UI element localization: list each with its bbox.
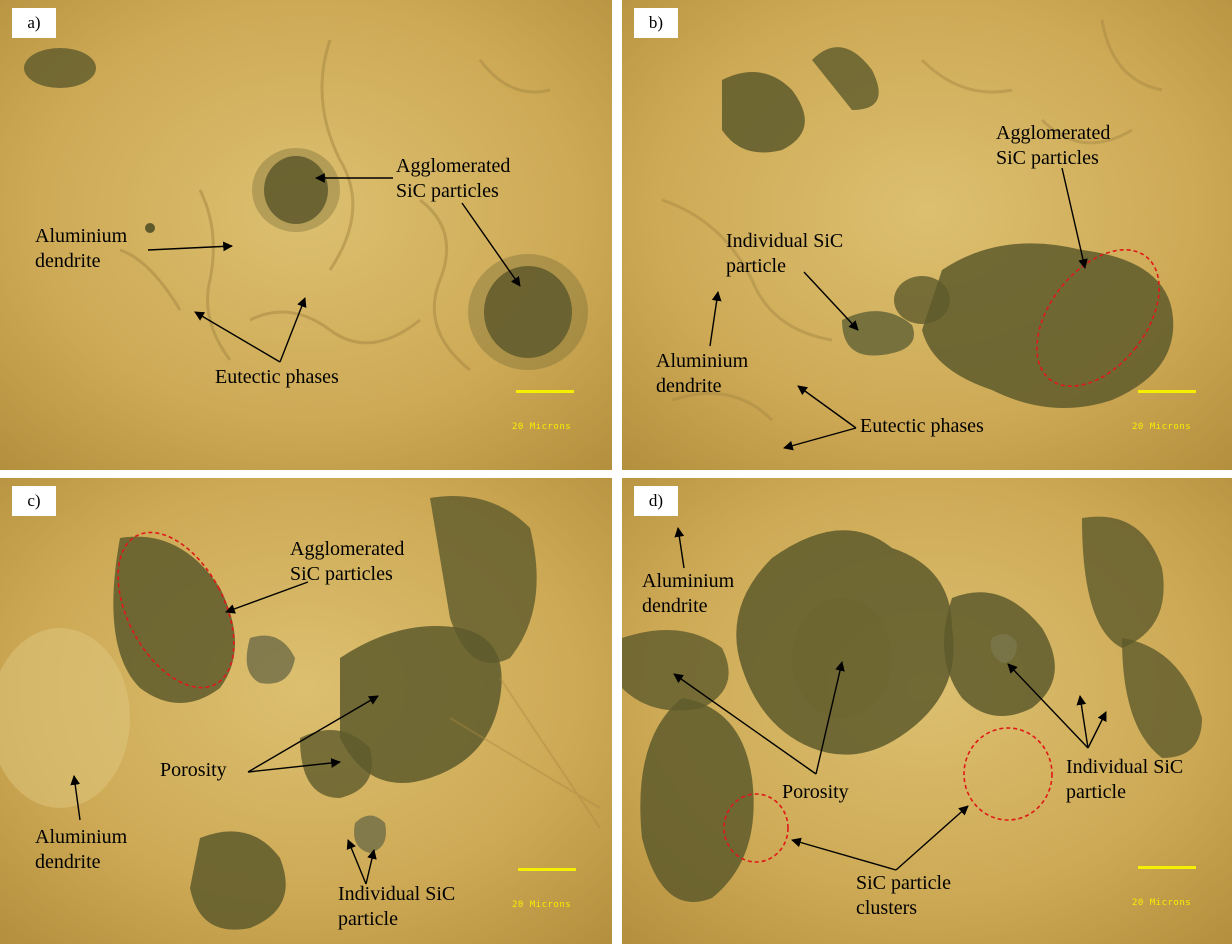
micrograph-image-d — [622, 478, 1232, 944]
highlight-ellipse — [117, 531, 235, 689]
annotation-aluminium-line1: Aluminium — [642, 570, 735, 592]
panel-label: b) — [634, 8, 678, 38]
annotation-individual-line2: particle — [726, 255, 786, 277]
annotation-aluminium-line2: dendrite — [656, 375, 722, 397]
annotation-clusters-line1: SiC particle — [856, 872, 951, 894]
highlight-ellipse — [963, 727, 1053, 821]
annotation-aluminium-line2: dendrite — [35, 851, 101, 873]
panel-label: c) — [12, 486, 56, 516]
annotation-individual-line1: Individual SiC — [726, 230, 844, 252]
scale-label: 20 Microns — [1132, 898, 1192, 908]
micrograph-image-a — [0, 0, 612, 470]
annotation-individual-line2: particle — [338, 908, 398, 930]
annotation-individual-line1: Individual SiC — [1066, 756, 1184, 778]
annotation-agglomerated-line2: SiC particles — [996, 147, 1099, 169]
scale-label: 20 Microns — [512, 900, 572, 910]
annotation-agglomerated-line1: Agglomerated — [396, 155, 511, 177]
annotation-individual-line2: particle — [1066, 781, 1126, 803]
annotation-arrows — [70, 531, 379, 885]
scale-bar — [1138, 390, 1196, 393]
panel-label: d) — [634, 486, 678, 516]
annotation-porosity: Porosity — [782, 781, 849, 803]
micrograph-panel-b: b) Agglomerated SiC particles Individual… — [622, 0, 1232, 470]
annotation-aluminium-line2: dendrite — [642, 595, 708, 617]
annotation-agglomerated-line1: Agglomerated — [996, 122, 1111, 144]
annotation-agglomerated-line2: SiC particles — [396, 180, 499, 202]
micrograph-panel-d: d) Aluminium dendrite Porosity Individua… — [622, 478, 1232, 944]
scale-bar — [1138, 866, 1196, 869]
annotation-arrows — [673, 527, 1107, 871]
annotation-aluminium-line2: dendrite — [35, 250, 101, 272]
highlight-ellipse — [1036, 249, 1160, 387]
annotation-clusters-line2: clusters — [856, 897, 918, 919]
annotation-agglomerated-line2: SiC particles — [290, 563, 393, 585]
scale-label: 20 Microns — [1132, 422, 1192, 432]
micrograph-image-b — [622, 0, 1232, 470]
annotation-aluminium-line1: Aluminium — [35, 225, 128, 247]
annotation-arrows — [147, 173, 521, 363]
annotation-aluminium-line1: Aluminium — [656, 350, 749, 372]
micrograph-panel-c: c) Agglomerated SiC particles Porosity A… — [0, 478, 612, 944]
annotation-eutectic: Eutectic phases — [860, 415, 984, 437]
annotation-individual-line1: Individual SiC — [338, 883, 456, 905]
annotation-agglomerated-line1: Agglomerated — [290, 538, 405, 560]
highlight-ellipse — [723, 793, 789, 863]
scale-bar — [518, 868, 576, 871]
annotation-porosity: Porosity — [160, 759, 227, 781]
annotation-eutectic: Eutectic phases — [215, 366, 339, 388]
scale-bar — [516, 390, 574, 393]
annotation-aluminium-line1: Aluminium — [35, 826, 128, 848]
annotation-arrows — [709, 167, 1160, 451]
scale-label: 20 Microns — [512, 422, 572, 432]
micrograph-panel-a: a) Agglomerated SiC particles Aluminium … — [0, 0, 612, 470]
panel-label: a) — [12, 8, 56, 38]
micrograph-image-c — [0, 478, 612, 944]
